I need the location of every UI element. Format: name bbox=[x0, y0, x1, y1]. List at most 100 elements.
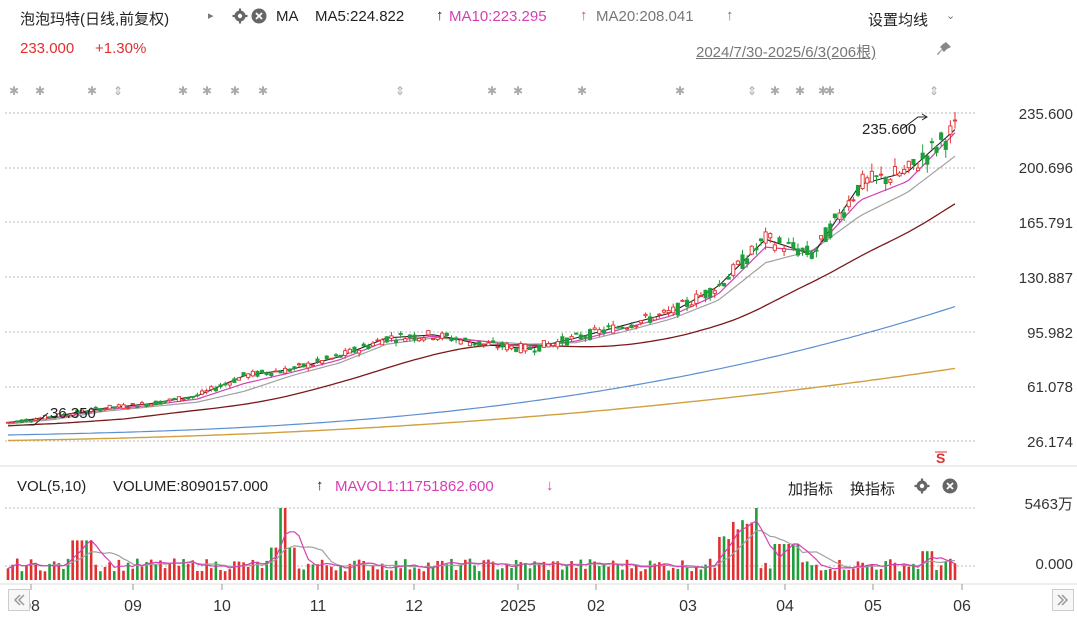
volume-bar bbox=[440, 560, 444, 580]
candle-body bbox=[324, 355, 329, 360]
candle-body bbox=[823, 227, 828, 242]
candle-body bbox=[888, 179, 893, 183]
volume-bar bbox=[699, 569, 703, 580]
volume-bar bbox=[228, 569, 232, 580]
volume-bar bbox=[787, 544, 790, 580]
pin-icon[interactable] bbox=[935, 40, 953, 63]
volume-bar bbox=[390, 570, 393, 580]
candle-body bbox=[121, 404, 126, 409]
volume-bar bbox=[149, 559, 153, 580]
candle-body bbox=[915, 167, 921, 172]
candle-body bbox=[689, 304, 694, 307]
volume-bar bbox=[662, 563, 666, 580]
volume-bar bbox=[708, 558, 712, 580]
volume-bar bbox=[173, 558, 176, 580]
volume-bar bbox=[131, 568, 135, 580]
candle-body bbox=[666, 310, 671, 314]
volume-bar bbox=[953, 563, 957, 580]
volume-bar bbox=[122, 570, 125, 580]
candle-body bbox=[5, 421, 11, 424]
candle-body bbox=[139, 402, 145, 405]
volume-close-icon[interactable] bbox=[942, 478, 958, 499]
volume-bar bbox=[898, 571, 901, 580]
volume-bar bbox=[611, 560, 615, 580]
event-marker-icon: ⇕ bbox=[929, 84, 939, 98]
candle-body bbox=[569, 335, 574, 340]
volume-bar bbox=[34, 562, 38, 580]
volume-bar bbox=[944, 561, 948, 580]
close-icon[interactable] bbox=[251, 8, 267, 29]
candle-body bbox=[523, 343, 528, 352]
volume-bar bbox=[200, 570, 204, 580]
candle-body bbox=[860, 173, 865, 190]
volume-bar bbox=[237, 561, 241, 580]
volume-bar bbox=[205, 559, 208, 580]
candle-body bbox=[269, 372, 274, 377]
candle-body bbox=[490, 340, 496, 343]
volume-bar bbox=[870, 564, 874, 580]
volume-bar bbox=[468, 558, 472, 580]
candle-body bbox=[828, 223, 833, 238]
volume-bar bbox=[103, 566, 107, 580]
candle-body bbox=[929, 141, 934, 144]
volume-bar bbox=[209, 568, 213, 580]
scroll-left-button[interactable] bbox=[8, 589, 30, 611]
volume-bar bbox=[879, 569, 883, 580]
volume-bar bbox=[574, 567, 578, 580]
x-tick: 2025 bbox=[500, 598, 536, 615]
volume-bar bbox=[80, 540, 84, 580]
scroll-right-button[interactable] bbox=[1052, 589, 1074, 611]
volume-bar bbox=[930, 551, 934, 580]
volume-bar bbox=[768, 568, 772, 580]
volume-bar bbox=[242, 562, 245, 580]
volume-bar bbox=[464, 559, 467, 580]
volume-bar bbox=[824, 569, 827, 580]
volume-bar bbox=[367, 570, 370, 580]
volume-bar bbox=[551, 561, 555, 580]
candle-body bbox=[754, 247, 759, 251]
volume-bar bbox=[316, 564, 319, 580]
volume-bar bbox=[658, 562, 661, 580]
candle-body bbox=[615, 326, 620, 329]
date-range[interactable]: 2024/7/30-2025/6/3(206根) bbox=[696, 44, 877, 61]
x-tick: 03 bbox=[679, 598, 697, 615]
event-marker-icon: ✱ bbox=[202, 84, 212, 98]
volume-bar bbox=[288, 547, 292, 580]
candle-body bbox=[832, 213, 837, 219]
volume-bar bbox=[805, 561, 809, 580]
volume-bar bbox=[168, 563, 171, 580]
candle-body bbox=[163, 400, 168, 403]
volume-bar bbox=[524, 563, 527, 580]
ma-settings-button[interactable]: 设置均线 bbox=[868, 12, 929, 29]
candle-body bbox=[902, 168, 907, 174]
add-indicator-button[interactable]: 加指标 bbox=[788, 481, 834, 498]
candle-body bbox=[412, 334, 417, 341]
candle-body bbox=[181, 398, 186, 401]
gear-icon[interactable] bbox=[232, 8, 248, 29]
x-tick: 05 bbox=[864, 598, 882, 615]
candle-body bbox=[273, 370, 278, 373]
volume-bar bbox=[537, 562, 541, 580]
volume-gear-icon[interactable] bbox=[914, 478, 930, 499]
candle-body bbox=[514, 348, 519, 352]
switch-indicator-button[interactable]: 换指标 bbox=[850, 481, 896, 498]
candle-body bbox=[897, 172, 902, 177]
candle-body bbox=[749, 245, 754, 255]
candle-body bbox=[149, 403, 154, 407]
title-expand-icon[interactable]: ▸ bbox=[208, 10, 214, 22]
candle-body bbox=[731, 264, 736, 276]
volume-bar bbox=[274, 547, 278, 580]
volume-bar bbox=[755, 508, 758, 580]
candle-body bbox=[791, 242, 796, 249]
volume-bar bbox=[191, 560, 195, 580]
mavol1-value: MAVOL1:11751862.600 bbox=[335, 478, 494, 495]
chevron-down-icon[interactable]: ⌄ bbox=[946, 10, 956, 22]
volume-bar bbox=[653, 563, 657, 580]
candle-body bbox=[588, 329, 593, 340]
volume-bar bbox=[320, 559, 324, 580]
volume-bar bbox=[593, 561, 596, 580]
candle-body bbox=[98, 408, 103, 412]
volume-bar bbox=[246, 566, 250, 580]
candle-body bbox=[814, 249, 819, 252]
